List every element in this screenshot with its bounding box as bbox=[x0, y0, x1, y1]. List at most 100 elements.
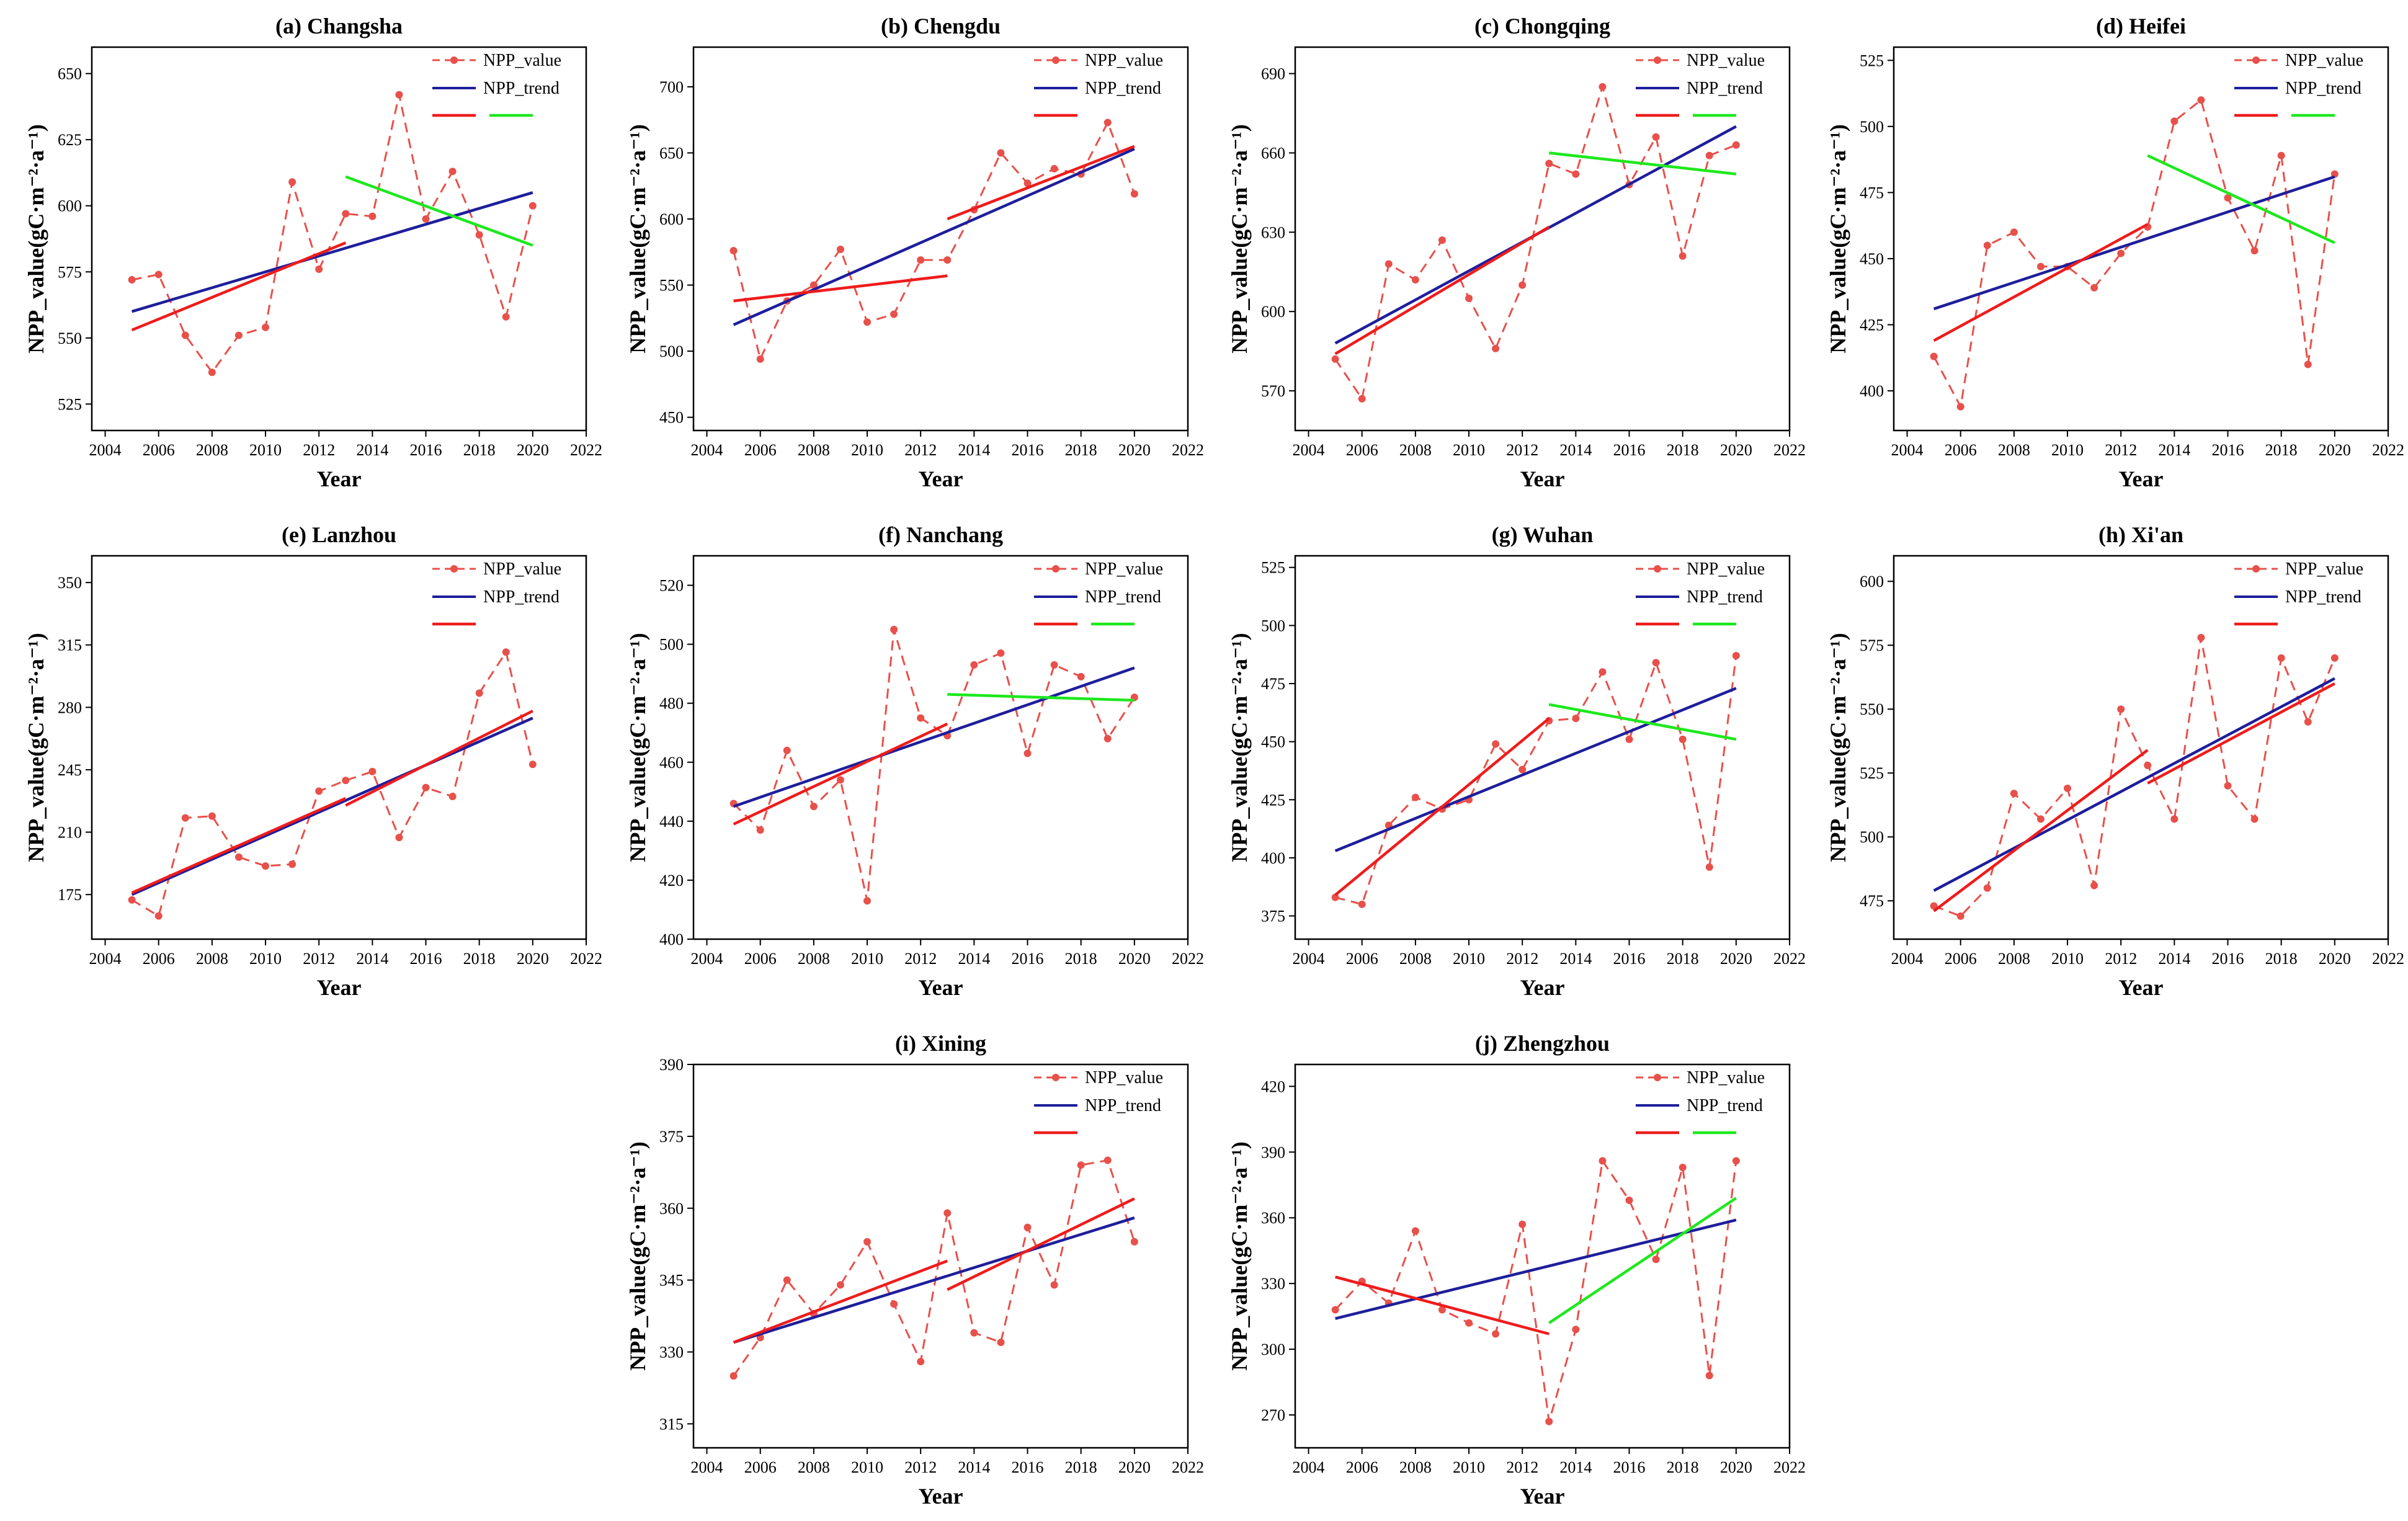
npp-value-point bbox=[890, 310, 898, 318]
npp-value-point bbox=[1930, 902, 1938, 910]
npp-value-point bbox=[1705, 1372, 1713, 1380]
x-tick-label: 2020 bbox=[1118, 1458, 1151, 1476]
x-tick-label: 2022 bbox=[570, 950, 602, 968]
x-tick-label: 2020 bbox=[1118, 441, 1151, 459]
npp-value-point bbox=[502, 648, 510, 656]
y-tick-label: 600 bbox=[58, 197, 82, 215]
npp-value-point bbox=[528, 760, 537, 769]
npp-value-point bbox=[315, 787, 323, 795]
legend-value-label: NPP_value bbox=[483, 51, 561, 70]
npp-value-point bbox=[2224, 782, 2232, 790]
y-tick-label: 450 bbox=[659, 409, 684, 427]
x-tick-label: 2020 bbox=[1720, 950, 1752, 968]
y-tick-label: 520 bbox=[659, 577, 684, 595]
npp-value-point bbox=[1023, 179, 1032, 187]
npp-value-point bbox=[1652, 1256, 1660, 1264]
x-tick-label: 2020 bbox=[1720, 441, 1752, 459]
x-tick-label: 2006 bbox=[1346, 950, 1378, 968]
x-tick-label: 2016 bbox=[410, 950, 442, 968]
x-axis-label: Year bbox=[2119, 975, 2164, 1000]
y-axis-label: NPP_value(gC·m⁻²·a⁻¹) bbox=[625, 1141, 650, 1371]
x-tick-label: 2012 bbox=[1506, 1458, 1538, 1476]
npp-value-point bbox=[395, 91, 403, 99]
x-axis-label: Year bbox=[2119, 466, 2164, 491]
trend-2013-2020-line bbox=[1549, 151, 1737, 176]
x-tick-label: 2018 bbox=[2265, 950, 2298, 968]
x-tick-label: 2014 bbox=[2158, 950, 2190, 968]
npp-value-line bbox=[132, 94, 534, 374]
plot-frame bbox=[692, 1063, 1189, 1449]
x-tick-label: 2008 bbox=[1399, 950, 1432, 968]
npp-value-point bbox=[863, 897, 872, 905]
npp-trend-line bbox=[733, 148, 1135, 326]
npp-trend-line bbox=[131, 716, 533, 896]
panel-zhengzhou: (j) Zhengzhou 2004 2006 2008 2010 2012 2014 201… bbox=[1227, 1031, 1806, 1509]
trend-2013-2020-line bbox=[345, 710, 533, 807]
npp-value-point bbox=[1983, 884, 1991, 892]
npp-value-point bbox=[208, 368, 216, 377]
npp-value-point bbox=[2197, 633, 2205, 641]
npp-value-point bbox=[368, 212, 377, 220]
y-tick-label: 525 bbox=[1860, 764, 1884, 782]
panel-title: (a) Changsha bbox=[275, 14, 403, 38]
npp-value-point bbox=[1545, 1417, 1553, 1425]
trend-2013-2020-line bbox=[947, 693, 1135, 702]
npp-value-point bbox=[809, 281, 818, 289]
y-tick-label: 375 bbox=[1261, 908, 1285, 926]
npp-value-point bbox=[836, 246, 844, 254]
npp-value-point bbox=[2144, 761, 2152, 769]
npp-value-point bbox=[2250, 247, 2259, 255]
y-tick-label: 425 bbox=[1261, 791, 1285, 809]
trend-2005-2013-line bbox=[1334, 717, 1550, 896]
npp-value-point bbox=[1411, 276, 1419, 284]
npp-value-point bbox=[1652, 133, 1660, 141]
y-tick-label: 375 bbox=[659, 1128, 684, 1146]
x-axis-label: Year bbox=[1520, 975, 1565, 1000]
y-tick-label: 525 bbox=[1261, 559, 1285, 577]
y-axis-label: NPP_value(gC·m⁻²·a⁻¹) bbox=[1826, 124, 1850, 354]
y-tick-label: 550 bbox=[58, 329, 82, 347]
npp-value-point bbox=[448, 793, 457, 801]
npp-value-point bbox=[2064, 784, 2072, 792]
npp-value-point bbox=[315, 265, 323, 274]
x-tick-label: 2010 bbox=[851, 950, 883, 968]
npp-value-point bbox=[1411, 793, 1419, 801]
panel-xining: (i) Xining 2004 2006 2008 2010 2012 2014 2016 20… bbox=[625, 1031, 1204, 1509]
x-tick-label: 2022 bbox=[570, 441, 602, 459]
npp-trend-line bbox=[1334, 687, 1737, 852]
x-tick-label: 2016 bbox=[1613, 950, 1646, 968]
x-tick-label: 2008 bbox=[798, 1458, 830, 1476]
npp-value-point bbox=[1465, 1319, 1473, 1327]
y-tick-label: 330 bbox=[659, 1344, 684, 1362]
x-tick-label: 2006 bbox=[1945, 441, 1977, 459]
panel-title: (d) Heifei bbox=[2096, 14, 2186, 38]
npp-value-point bbox=[1492, 1330, 1500, 1338]
npp-value-point bbox=[756, 826, 764, 834]
x-tick-label: 2008 bbox=[196, 441, 228, 459]
npp-value-point bbox=[970, 661, 978, 669]
npp-value-point bbox=[1050, 661, 1058, 669]
legend-trend-label: NPP_trend bbox=[2285, 587, 2361, 607]
npp-value-point bbox=[756, 355, 764, 363]
x-tick-label: 2018 bbox=[463, 441, 496, 459]
y-tick-label: 400 bbox=[1860, 382, 1884, 400]
x-tick-label: 2006 bbox=[744, 441, 777, 459]
x-tick-label: 2010 bbox=[1453, 441, 1485, 459]
y-axis-label: NPP_value(gC·m⁻²·a⁻¹) bbox=[625, 124, 650, 354]
x-tick-label: 2020 bbox=[517, 950, 549, 968]
trend-2005-2013-line bbox=[131, 241, 347, 332]
npp-value-point bbox=[1705, 151, 1713, 159]
npp-value-point bbox=[128, 276, 136, 284]
npp-value-point bbox=[917, 714, 925, 722]
legend-value-label: NPP_value bbox=[483, 560, 561, 579]
npp-value-point bbox=[1599, 668, 1607, 676]
y-tick-label: 650 bbox=[659, 144, 684, 162]
x-tick-label: 2018 bbox=[463, 950, 496, 968]
npp-value-point bbox=[395, 834, 403, 842]
npp-value-point bbox=[2010, 228, 2018, 236]
npp-value-point bbox=[1705, 863, 1713, 871]
x-tick-label: 2012 bbox=[904, 1458, 937, 1476]
x-tick-label: 2010 bbox=[1453, 950, 1485, 968]
x-tick-label: 2008 bbox=[798, 441, 830, 459]
legend-trend-label: NPP_trend bbox=[1085, 587, 1161, 607]
